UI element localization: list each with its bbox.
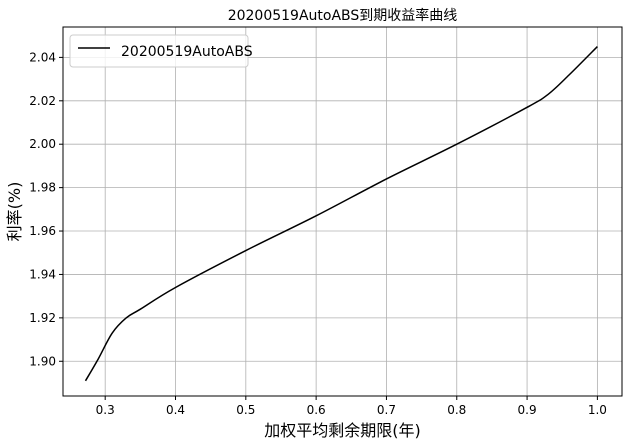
x-tick-label: 0.9 xyxy=(518,403,537,417)
y-tick-label: 1.96 xyxy=(29,224,56,238)
legend-entry-label: 20200519AutoABS xyxy=(121,44,253,60)
x-tick-label: 0.6 xyxy=(307,403,326,417)
series-line xyxy=(84,46,598,382)
plot-frame xyxy=(62,26,623,397)
legend: 20200519AutoABS xyxy=(69,34,253,68)
x-tick-label: 0.7 xyxy=(377,403,396,417)
x-tick-label: 0.5 xyxy=(236,403,255,417)
grid-layer xyxy=(63,27,622,396)
y-tick-label: 2.00 xyxy=(29,137,56,151)
x-tick-label: 0.8 xyxy=(447,403,466,417)
x-tick-label: 0.3 xyxy=(96,403,115,417)
y-axis-label: 利率(%) xyxy=(5,182,24,242)
y-tick-label: 1.94 xyxy=(29,267,56,281)
y-tick-label: 1.90 xyxy=(29,354,56,368)
x-axis-label: 加权平均剩余期限(年) xyxy=(264,421,421,440)
chart-title: 20200519AutoABS到期收益率曲线 xyxy=(228,7,458,24)
y-tick-label: 2.04 xyxy=(29,50,56,64)
legend-box xyxy=(69,34,249,68)
y-tick-label: 1.98 xyxy=(29,181,56,195)
y-tick-label: 2.02 xyxy=(29,94,56,108)
y-tick-label: 1.92 xyxy=(29,311,56,325)
tick-layer: 0.3 0.4 0.5 0.6 0.7 0.8 0.9 1.0 1.90 1.92 1.94 1.96… xyxy=(29,50,607,417)
series-layer xyxy=(84,46,598,382)
x-tick-label: 0.4 xyxy=(166,403,185,417)
x-tick-label: 1.0 xyxy=(588,403,607,417)
